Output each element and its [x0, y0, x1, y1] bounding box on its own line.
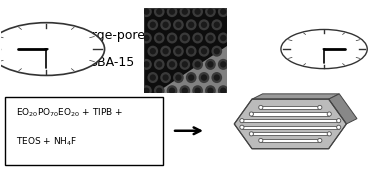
Text: EO$_{20}$PO$_{70}$EO$_{20}$ + TIPB +: EO$_{20}$PO$_{70}$EO$_{20}$ + TIPB +	[16, 107, 124, 119]
Text: SBA-15: SBA-15	[90, 56, 135, 69]
Bar	[5, 97, 163, 165]
Circle shape	[44, 48, 49, 50]
Text: Large-pore: Large-pore	[78, 29, 146, 42]
Text: TEOS + NH$_{4}$F: TEOS + NH$_{4}$F	[16, 136, 78, 148]
Circle shape	[281, 29, 367, 69]
Circle shape	[0, 23, 105, 75]
Circle shape	[322, 48, 326, 50]
